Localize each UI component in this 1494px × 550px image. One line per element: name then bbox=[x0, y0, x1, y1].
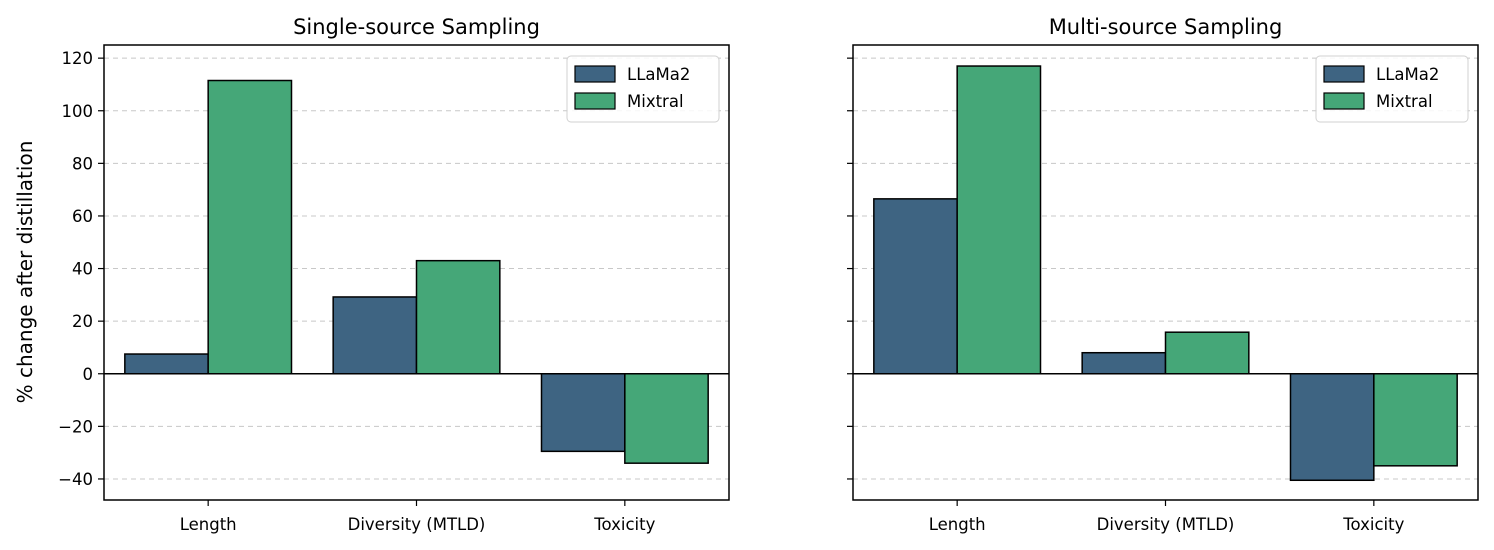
bar-llama2-0 bbox=[874, 199, 957, 374]
legend-swatch-mixtral bbox=[575, 93, 615, 109]
y-tick-label: 60 bbox=[72, 207, 93, 226]
y-tick-label: 20 bbox=[72, 312, 93, 331]
legend: LLaMa2 Mixtral bbox=[567, 56, 719, 122]
bar-mixtral-0 bbox=[957, 66, 1040, 374]
subplot-single-source: −40 −20 0 20 40 60 80 100 120 Length Diversity (MT… bbox=[58, 15, 729, 534]
y-tick-label: 100 bbox=[62, 102, 94, 121]
bar-llama2-1 bbox=[1082, 353, 1165, 374]
bar-llama2-2 bbox=[1291, 374, 1374, 481]
bar-mixtral-1 bbox=[1166, 332, 1249, 374]
legend-swatch-llama2 bbox=[575, 66, 615, 82]
x-tick-label: Toxicity bbox=[1342, 515, 1404, 534]
y-tick-label: 0 bbox=[83, 365, 94, 384]
legend-label: Mixtral bbox=[1376, 92, 1433, 111]
y-tick-label: 40 bbox=[72, 260, 93, 279]
legend-label: Mixtral bbox=[627, 92, 684, 111]
legend-swatch-llama2 bbox=[1324, 66, 1364, 82]
x-tick-label: Diversity (MTLD) bbox=[348, 515, 486, 534]
y-tick-label: −40 bbox=[58, 470, 93, 489]
x-tick-label: Toxicity bbox=[593, 515, 655, 534]
y-tick-label: 80 bbox=[72, 154, 93, 173]
x-tick-label: Diversity (MTLD) bbox=[1097, 515, 1235, 534]
bar-llama2-2 bbox=[542, 374, 625, 452]
subplot-multi-source: Length Diversity (MTLD) Toxicity Multi-sour… bbox=[847, 15, 1478, 534]
y-tick-label: −20 bbox=[58, 417, 93, 436]
legend-label: LLaMa2 bbox=[1376, 65, 1439, 84]
bar-mixtral-0 bbox=[208, 81, 291, 374]
x-tick-label: Length bbox=[180, 515, 237, 534]
y-tick-label: 120 bbox=[62, 49, 94, 68]
bar-mixtral-1 bbox=[417, 261, 500, 374]
legend-swatch-mixtral bbox=[1324, 93, 1364, 109]
bar-mixtral-2 bbox=[625, 374, 708, 463]
bar-mixtral-2 bbox=[1374, 374, 1457, 466]
chart-title: Single-source Sampling bbox=[293, 15, 540, 39]
bar-llama2-1 bbox=[333, 297, 416, 374]
x-tick-label: Length bbox=[929, 515, 986, 534]
chart-title: Multi-source Sampling bbox=[1049, 15, 1283, 39]
bar-llama2-0 bbox=[125, 354, 208, 374]
legend: LLaMa2 Mixtral bbox=[1316, 56, 1468, 122]
y-axis-label: % change after distillation bbox=[13, 141, 37, 404]
legend-label: LLaMa2 bbox=[627, 65, 690, 84]
